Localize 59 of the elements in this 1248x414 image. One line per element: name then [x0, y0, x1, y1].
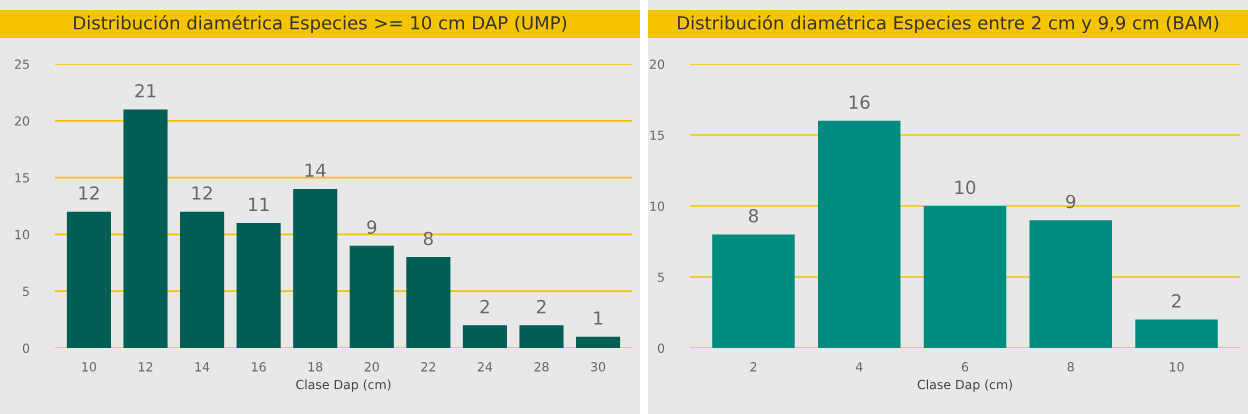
- x-tick-label: 12: [138, 362, 153, 372]
- bar: [462, 325, 507, 348]
- bar: [406, 257, 451, 348]
- x-tick-label: 22: [421, 362, 436, 372]
- y-tick-label: 5: [658, 272, 664, 282]
- bar: [576, 336, 621, 348]
- data-label: 14: [305, 163, 326, 177]
- x-axis-title: Clase Dap (cm): [917, 379, 1012, 392]
- data-label: 2: [537, 299, 546, 314]
- x-tick-label: 24: [477, 362, 493, 372]
- y-tick-label: 0: [22, 343, 30, 353]
- y-tick-label: 0: [657, 343, 665, 353]
- x-tick-label: 6: [961, 362, 969, 372]
- y-tick-label: 15: [650, 130, 664, 140]
- bar: [712, 234, 795, 348]
- data-label: 16: [849, 95, 870, 109]
- data-label: 8: [748, 208, 758, 223]
- bar: [180, 211, 225, 348]
- x-tick-label: 8: [1067, 362, 1074, 372]
- y-tick-label: 15: [15, 173, 29, 183]
- data-label: 11: [249, 197, 269, 211]
- bar: [817, 120, 901, 348]
- data-label: 2: [1172, 294, 1181, 308]
- x-tick-label: 4: [855, 362, 863, 372]
- bar: [1135, 319, 1218, 348]
- x-tick-label: 16: [252, 362, 266, 372]
- x-tick-label: 2: [750, 362, 757, 372]
- chart-title: Distribución diamétrica Especies entre 2 cm y 9,9 cm (BAM): [678, 14, 1219, 34]
- y-tick-label: 10: [650, 201, 665, 211]
- x-tick-label: 10: [82, 362, 97, 372]
- x-tick-label: 18: [308, 362, 323, 372]
- bar: [293, 188, 338, 348]
- x-tick-label: 20: [364, 362, 379, 372]
- data-label: 21: [135, 83, 156, 98]
- bar: [1029, 220, 1113, 348]
- bar: [66, 211, 111, 348]
- y-tick-label: 20: [650, 59, 665, 69]
- x-tick-label: 28: [534, 362, 549, 372]
- data-label: 8: [423, 231, 433, 246]
- chart-title: Distribución diamétrica Especies >= 10 cm DAP (UMP): [74, 14, 567, 34]
- bar: [519, 325, 564, 348]
- data-label: 10: [955, 180, 976, 195]
- data-label: 2: [480, 299, 489, 314]
- data-label: 1: [594, 311, 603, 325]
- y-tick-label: 20: [15, 116, 30, 126]
- y-tick-label: 25: [15, 59, 29, 69]
- bar: [923, 206, 1007, 348]
- data-label: 12: [79, 186, 99, 200]
- data-label: 12: [192, 186, 212, 200]
- bar: [236, 223, 281, 348]
- y-tick-label: 5: [23, 286, 29, 297]
- y-tick-label: 10: [15, 229, 30, 240]
- x-tick-label: 30: [591, 362, 606, 372]
- x-tick-label: 10: [1169, 362, 1184, 372]
- bar: [123, 109, 168, 348]
- data-label: 9: [367, 220, 377, 234]
- x-tick-label: 14: [195, 362, 210, 372]
- x-axis-title: Clase Dap (cm): [296, 379, 391, 392]
- bar: [349, 245, 394, 348]
